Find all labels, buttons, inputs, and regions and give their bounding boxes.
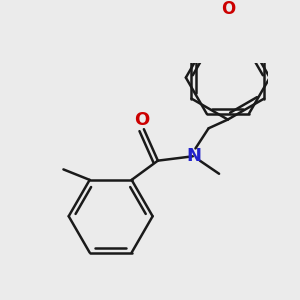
Text: N: N	[186, 147, 201, 165]
Text: O: O	[134, 111, 149, 129]
Text: O: O	[222, 0, 236, 17]
